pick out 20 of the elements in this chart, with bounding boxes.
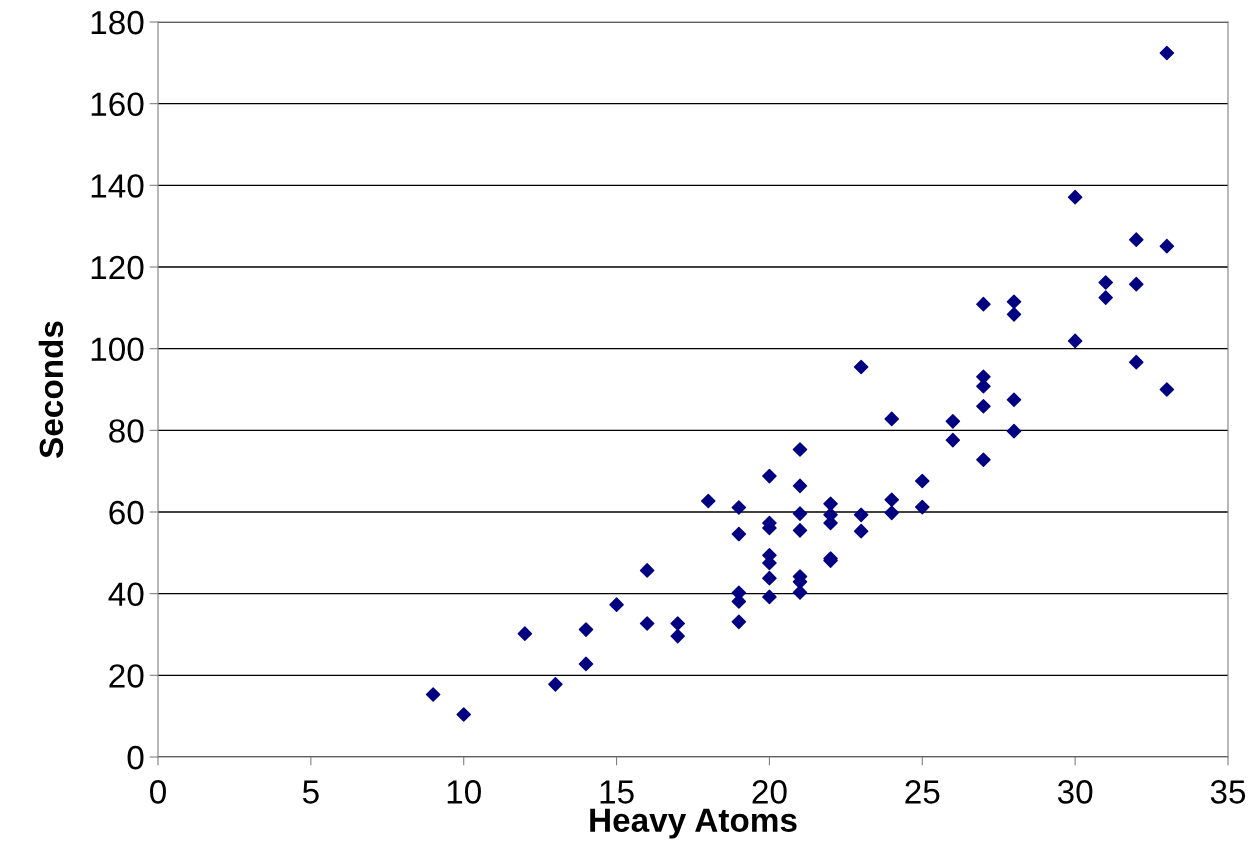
- y-tick-label: 140: [91, 174, 144, 198]
- x-tick-label: 30: [1057, 780, 1093, 804]
- x-tick-label: 35: [1210, 780, 1246, 804]
- x-tick-label: 15: [600, 780, 634, 804]
- y-tick-label: 20: [109, 664, 144, 688]
- y-tick-label: 60: [109, 500, 144, 525]
- x-tick-label: 10: [447, 780, 481, 804]
- y-tick-label: 100: [91, 337, 144, 362]
- x-tick-label: 5: [302, 780, 319, 804]
- y-tick-label: 120: [91, 255, 144, 280]
- y-tick-label: 40: [108, 582, 144, 607]
- x-tick-label: 20: [752, 780, 787, 804]
- y-tick-label: 180: [91, 10, 144, 35]
- x-tick-label: 25: [905, 780, 940, 804]
- y-tick-label: 160: [91, 92, 144, 117]
- x-tick-label: 0: [150, 780, 166, 804]
- y-axis-title: Seconds: [38, 321, 64, 458]
- x-axis-title: Heavy Atoms: [590, 808, 797, 839]
- y-tick-label: 0: [127, 745, 144, 770]
- y-tick-label: 80: [109, 419, 144, 443]
